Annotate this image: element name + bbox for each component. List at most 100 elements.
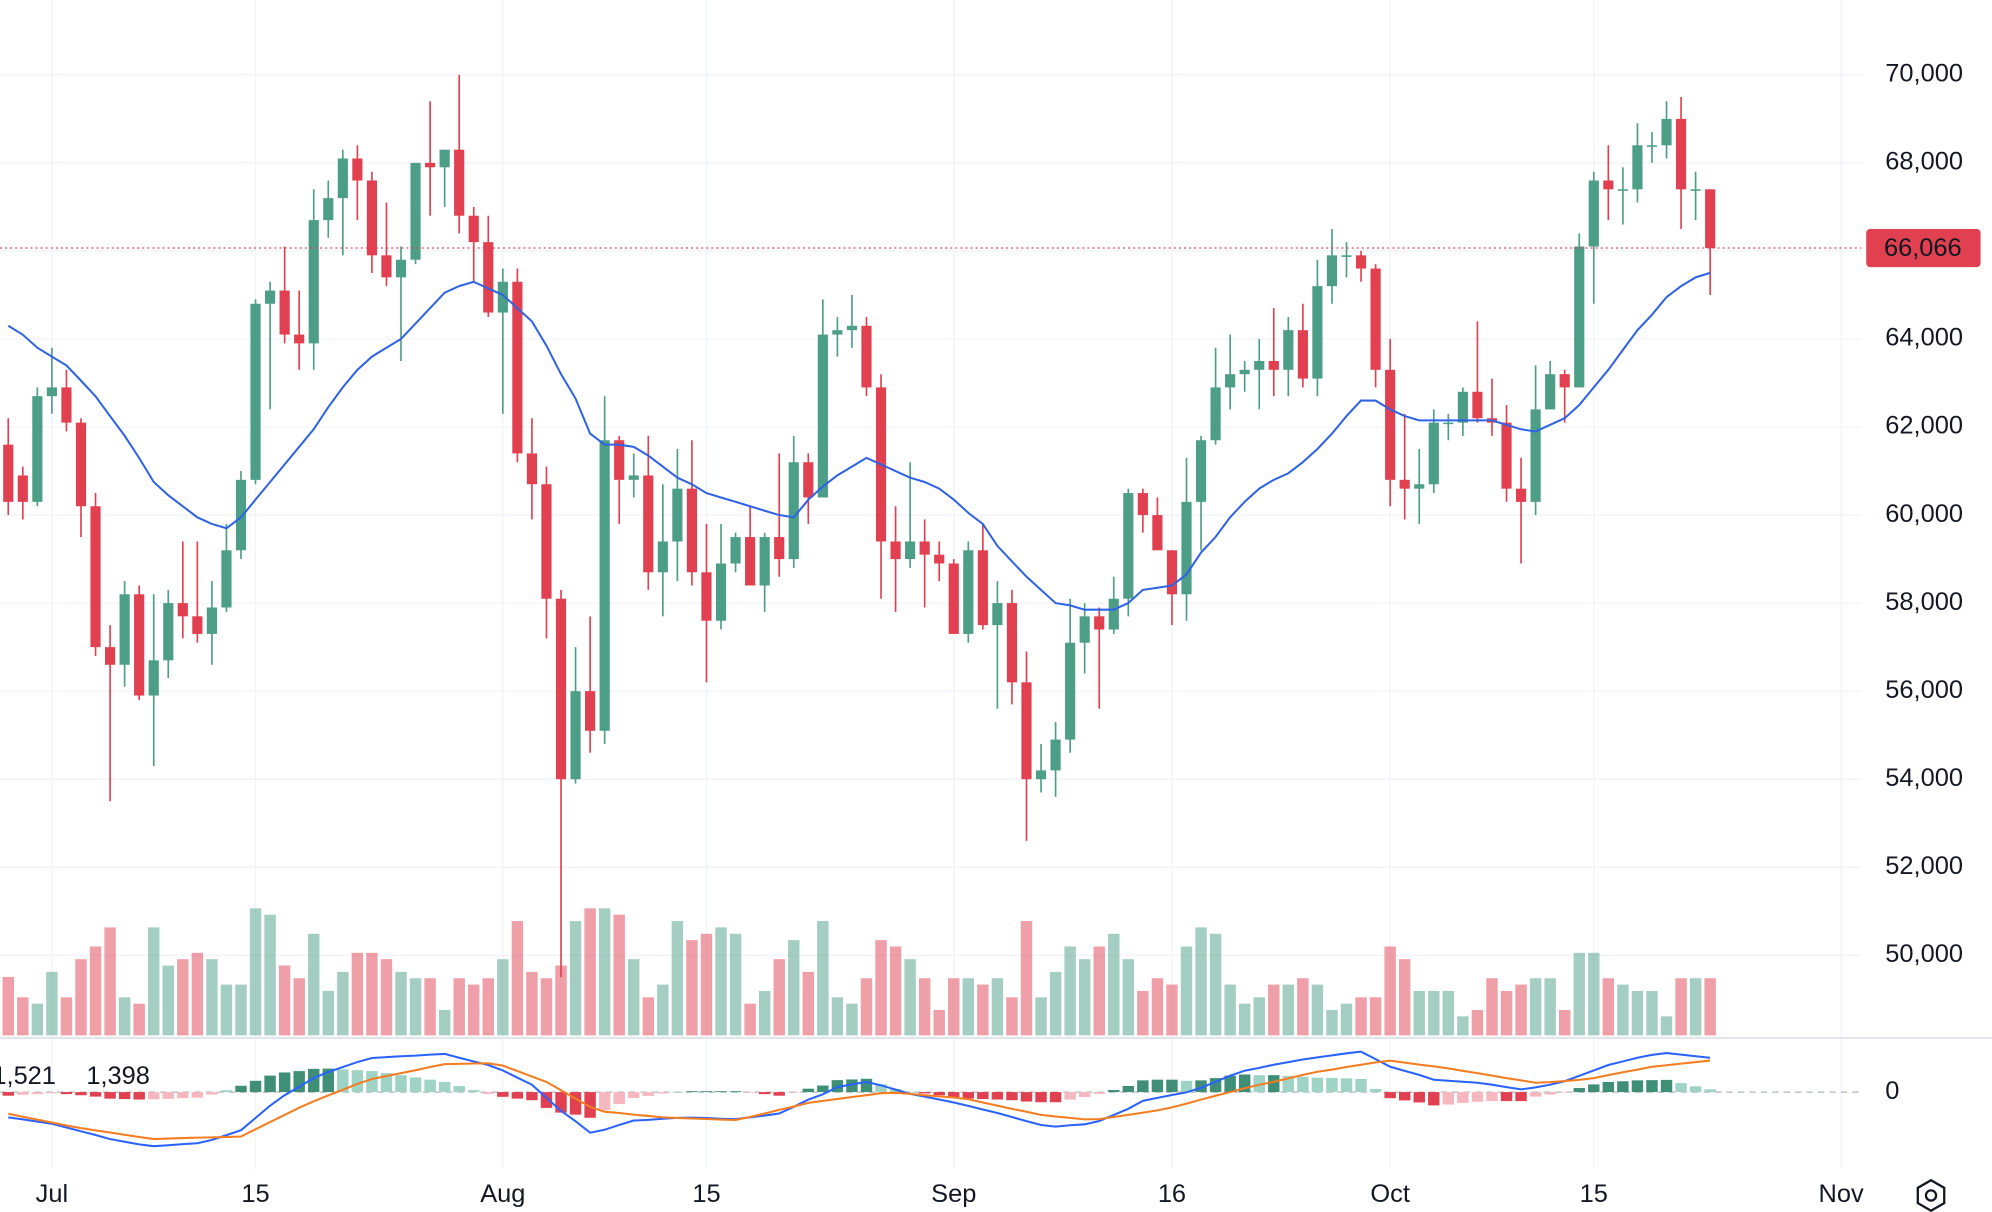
macd-histogram-bar [60, 1092, 73, 1095]
settings-dot [1924, 1189, 1938, 1202]
macd-histogram-bar [1617, 1081, 1629, 1093]
candle-body [1355, 255, 1367, 269]
macd-histogram-bar [1646, 1080, 1658, 1093]
candle-body [497, 281, 508, 313]
y-tick-label: 62,000 [1885, 412, 1963, 440]
volume-bar [1268, 984, 1280, 1036]
volume-bar [118, 997, 131, 1036]
candle-body [1006, 603, 1018, 683]
volume-bar [380, 959, 393, 1036]
moving-average-line [7, 271, 1711, 611]
macd-histogram-bar [1238, 1074, 1251, 1093]
volume-bar [395, 971, 407, 1036]
candle-body [1312, 286, 1323, 379]
macd-histogram-bar [802, 1088, 815, 1093]
y-tick-label: 52,000 [1885, 852, 1963, 880]
macd-histogram-bar [1500, 1092, 1513, 1102]
macd-histogram-bar [729, 1091, 742, 1093]
volume-bar [1108, 933, 1120, 1036]
volume-bar [104, 927, 116, 1036]
candle-body [308, 220, 319, 344]
volume-bar [497, 959, 509, 1036]
macd-histogram-bar [1078, 1092, 1091, 1098]
macd-histogram-bar [613, 1092, 625, 1105]
volume-bar [1558, 1009, 1571, 1036]
candle-body [104, 647, 116, 665]
volume-bar [628, 959, 640, 1036]
signal-value-label: 1,398 [86, 1062, 150, 1090]
volume-bar [1544, 978, 1556, 1036]
volume-bar [89, 946, 102, 1036]
macd-histogram-bar [395, 1075, 407, 1093]
volume-bar [555, 965, 567, 1036]
candle-body [366, 180, 377, 256]
signal-line [8, 1059, 1711, 1141]
macd-histogram-bar [2, 1092, 14, 1096]
settings-icon[interactable] [1916, 1178, 1946, 1212]
macd-histogram-bar [1268, 1075, 1280, 1093]
macd-histogram-bar [1413, 1092, 1425, 1103]
volume-bar [133, 1003, 145, 1036]
macd-histogram-bar [1297, 1076, 1309, 1093]
macd-histogram-bar [1253, 1075, 1265, 1093]
y-tick-label: 68,000 [1885, 148, 1963, 176]
candle-body [1050, 739, 1061, 771]
macd-histogram-bar [584, 1092, 596, 1118]
candle-body [1675, 118, 1687, 190]
candle-body [1195, 440, 1207, 502]
macd-histogram-bar [351, 1070, 364, 1093]
volume-bar [598, 908, 611, 1036]
candle-body [381, 255, 392, 278]
volume-bar [1166, 984, 1178, 1036]
macd-histogram-bar [482, 1092, 494, 1094]
candle-body [323, 198, 334, 221]
macd-histogram-bar [235, 1085, 247, 1093]
volume-bar [1602, 978, 1615, 1036]
candle-body [1268, 360, 1279, 370]
macd-histogram-bar [788, 1092, 800, 1093]
macd-histogram-bar [904, 1092, 916, 1093]
macd-histogram-bar [1631, 1080, 1644, 1093]
candle-body [526, 453, 538, 485]
candle-body [1530, 409, 1541, 502]
volume-bar [2, 976, 14, 1036]
volume-bar [1660, 1016, 1673, 1036]
candle-body [439, 149, 450, 168]
y-tick-label: 56,000 [1885, 676, 1963, 704]
macd-histogram-bar [75, 1092, 87, 1096]
macd-histogram-bar [1689, 1086, 1702, 1093]
candle-body [61, 387, 72, 423]
x-tick-label: Sep [931, 1180, 976, 1208]
candle-body [1021, 682, 1032, 780]
macd-histogram-bar [1151, 1079, 1164, 1093]
candle-body [846, 325, 858, 331]
candle-body [715, 563, 727, 621]
candle-body [1617, 189, 1628, 191]
macd-histogram-bar [191, 1092, 204, 1098]
candle-body [1108, 598, 1119, 630]
candle-body [919, 541, 930, 555]
volume-bar [1209, 933, 1222, 1036]
candle-body [599, 440, 610, 731]
volume-bar [1282, 984, 1295, 1036]
volume-bar [744, 1003, 756, 1036]
macd-histogram-bar [933, 1092, 945, 1096]
candle-body [1603, 180, 1614, 190]
volume-bar [511, 921, 524, 1036]
volume-bar [1617, 984, 1629, 1036]
volume-bar [729, 933, 742, 1036]
candle-body [1079, 616, 1090, 643]
candle-body [265, 290, 276, 304]
volume-bar [206, 959, 218, 1036]
macd-histogram-bar [758, 1092, 771, 1095]
x-tick-label: 15 [1580, 1180, 1608, 1208]
volume-bar [351, 952, 364, 1036]
volume-bar [1238, 1003, 1251, 1036]
candle-body [1137, 493, 1148, 516]
volume-bar [1428, 990, 1440, 1036]
candle-body [1646, 145, 1658, 147]
volume-bar [1340, 1003, 1353, 1036]
volume-bar [802, 971, 815, 1036]
candle-body [119, 594, 130, 665]
